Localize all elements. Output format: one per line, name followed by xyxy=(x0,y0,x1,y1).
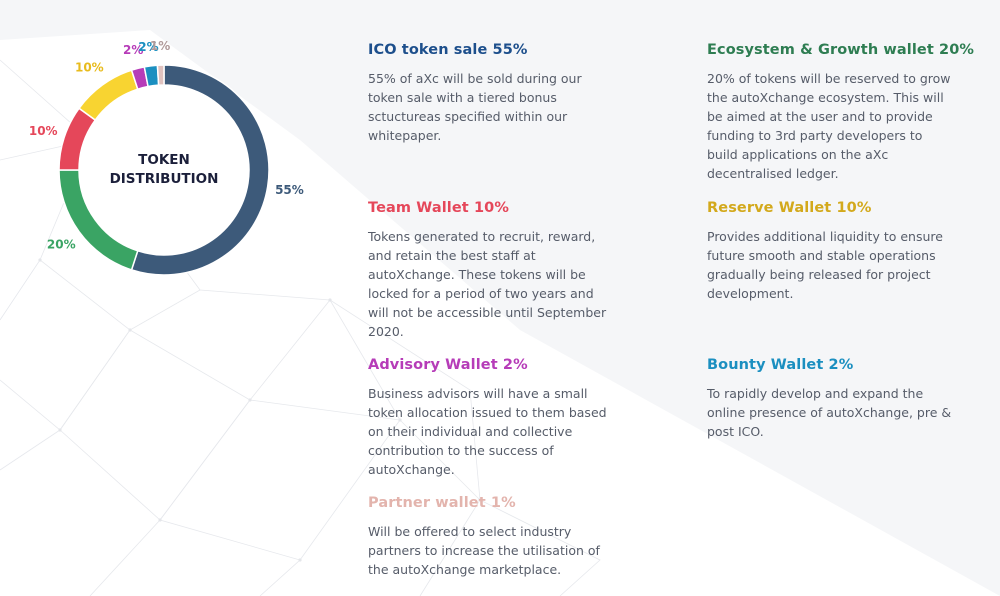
section-reserve-wallet: Reserve Wallet 10% Provides additional l… xyxy=(707,200,982,303)
section-title: Advisory Wallet 2% xyxy=(368,357,528,373)
slice-label: 1% xyxy=(150,39,170,53)
chart-title-line-1: TOKEN xyxy=(138,152,190,168)
section-title: Partner wallet 1% xyxy=(368,495,516,511)
section-team-wallet: Team Wallet 10% Tokens generated to recr… xyxy=(368,200,643,341)
section-text: Provides additional liquidity to ensure f… xyxy=(707,229,943,301)
section-ico-token-sale: ICO token sale 55% 55% of aXc will be so… xyxy=(368,42,643,145)
slice-label: 2% xyxy=(123,43,143,57)
section-title: Ecosystem & Growth wallet 20% xyxy=(707,42,975,58)
section-text: Tokens generated to recruit, reward, and … xyxy=(368,229,607,339)
section-partner-wallet: Partner wallet 1% Will be offered to sel… xyxy=(368,495,643,579)
donut-hole xyxy=(79,85,249,255)
section-title: Team Wallet 10% xyxy=(368,200,509,216)
slice-label: 2% xyxy=(138,40,158,54)
donut-slice xyxy=(156,64,165,86)
section-title: ICO token sale 55% xyxy=(368,42,528,58)
section-title: Bounty Wallet 2% xyxy=(707,357,854,373)
section-text: 20% of tokens will be reserved to grow th… xyxy=(707,71,951,181)
slice-label: 10% xyxy=(29,124,58,138)
section-text: To rapidly develop and expand the online … xyxy=(707,386,952,439)
section-text: Will be offered to select industry partne… xyxy=(368,524,600,577)
slice-label: 10% xyxy=(75,60,104,74)
slice-labels: 55%20%10%10%2%2%1% xyxy=(29,39,304,252)
slice-label: 55% xyxy=(275,183,304,197)
token-distribution-chart: TOKEN DISTRIBUTION 55%20%10%10%2%2%1% xyxy=(29,39,304,276)
section-text: 55% of aXc will be sold during our token … xyxy=(368,71,582,143)
section-bounty-wallet: Bounty Wallet 2% To rapidly develop and … xyxy=(707,357,982,441)
slice-label: 20% xyxy=(47,238,76,252)
chart-title-line-2: DISTRIBUTION xyxy=(110,171,219,187)
section-advisory-wallet: Advisory Wallet 2% Business advisors wil… xyxy=(368,357,643,479)
section-text: Business advisors will have a small token… xyxy=(368,386,607,477)
section-ecosystem-growth-wallet: Ecosystem & Growth wallet 20% 20% of tok… xyxy=(707,42,982,183)
section-title: Reserve Wallet 10% xyxy=(707,200,872,216)
